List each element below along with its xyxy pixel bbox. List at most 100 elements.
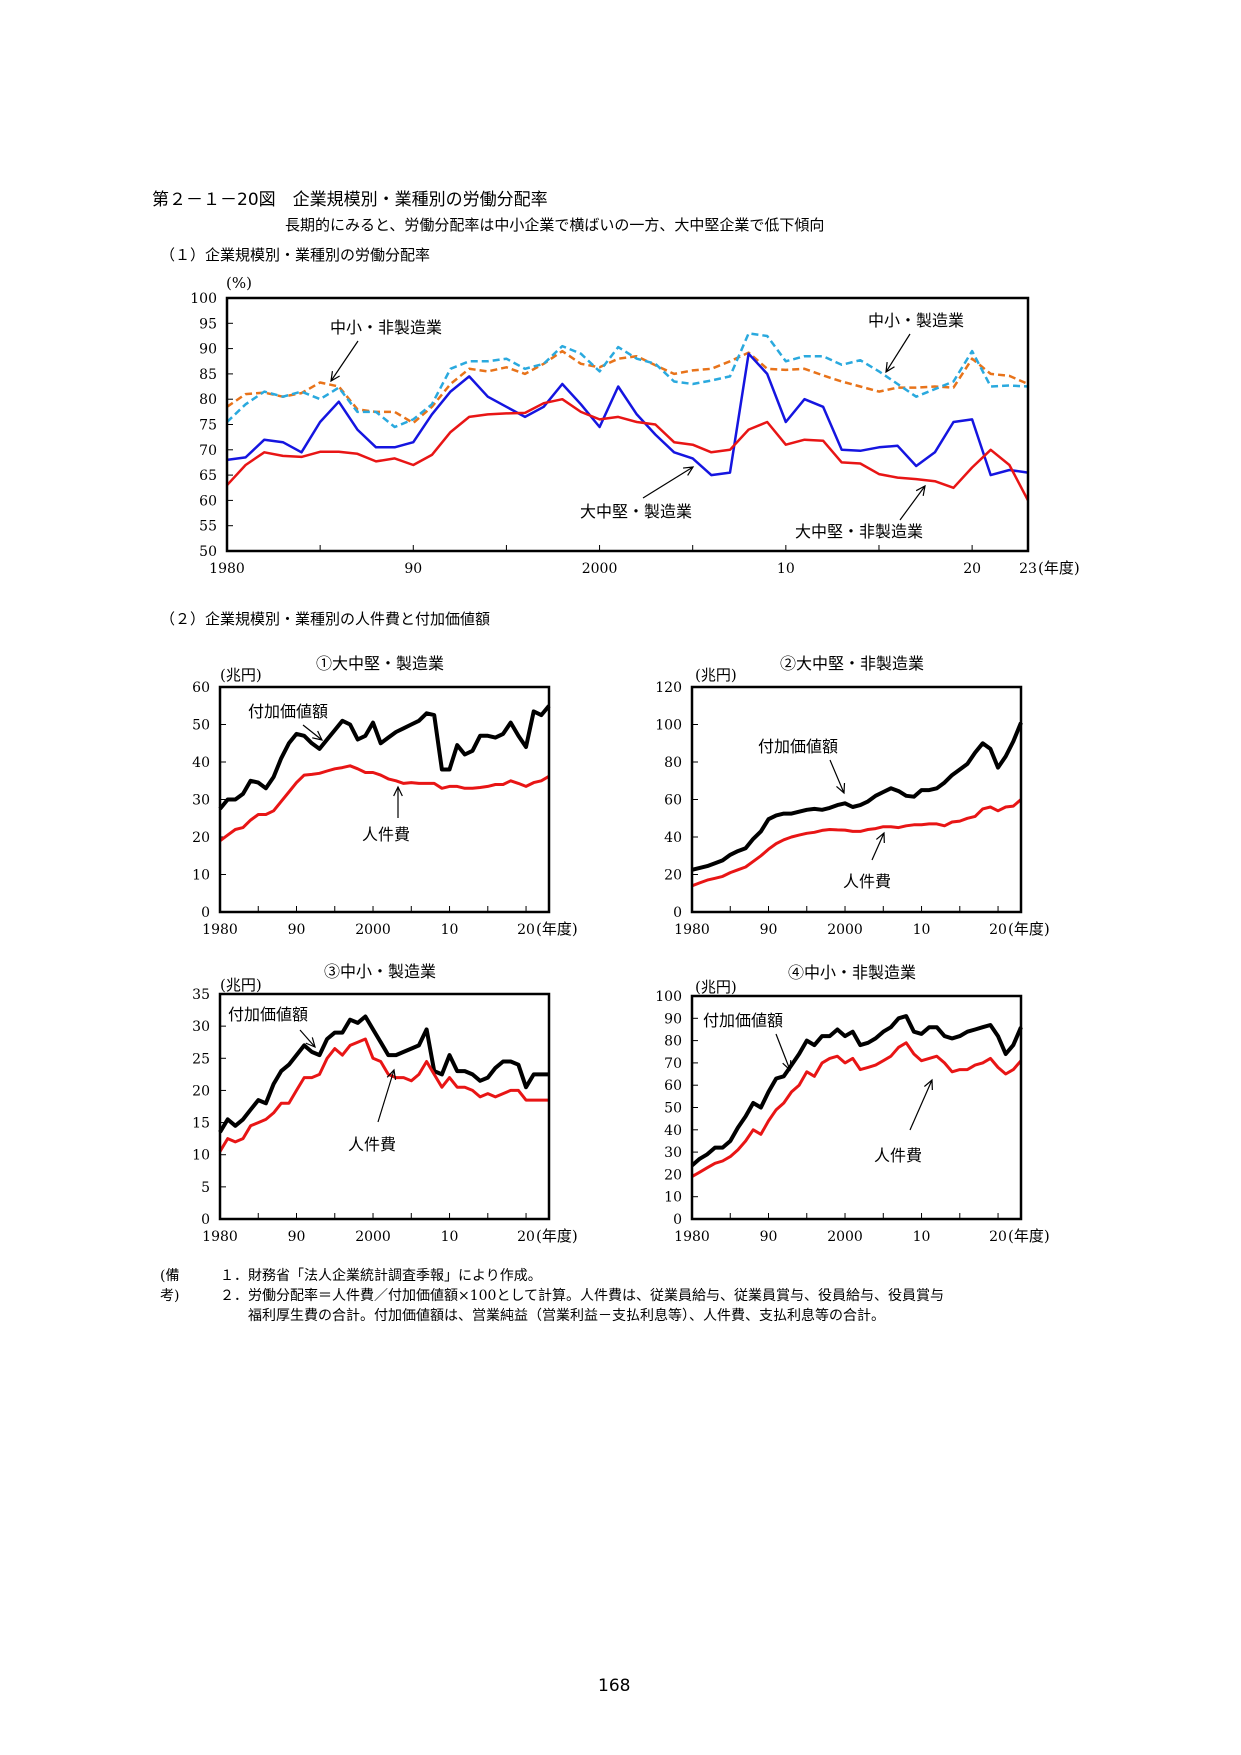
y-tick-label: 50	[664, 1101, 682, 1117]
y-tick-label: 60	[664, 1078, 682, 1094]
annotation-arrow	[909, 1079, 933, 1131]
y-tick-label: 50	[199, 544, 217, 560]
page-number: 168	[598, 1676, 631, 1696]
y-tick-label: 10	[664, 1190, 682, 1206]
y-tick-label: 50	[192, 718, 210, 734]
y-tick-label: 80	[664, 1034, 682, 1050]
y-tick-label: 30	[664, 1145, 682, 1161]
x-axis-unit: (年度)	[1008, 1227, 1050, 1245]
x-tick-label: 2000	[355, 922, 391, 938]
annotation-arrow	[330, 340, 359, 382]
x-tick-label: 2000	[355, 1229, 391, 1245]
plot-frame	[690, 994, 1023, 1221]
x-tick-label: 2000	[827, 922, 863, 938]
annotation-arrowhead	[885, 361, 895, 374]
series-line-2	[218, 1037, 549, 1153]
x-tick-label: 20	[989, 1229, 1007, 1245]
x-tick-label: 2000	[582, 561, 618, 577]
y-tick-label: 60	[192, 680, 210, 696]
chart-title: ④中小・非製造業	[788, 963, 916, 982]
y-tick-label: 10	[192, 868, 210, 884]
x-tick-label: 1980	[202, 1229, 238, 1245]
y-tick-label: 0	[201, 1212, 210, 1228]
y-tick-label: 35	[192, 987, 210, 1003]
annotation-arrow	[871, 832, 885, 861]
note-line-2: ２．労働分配率＝人件費／付加価値額×100として計算。人件費は、従業員給与、従業…	[220, 1288, 945, 1304]
y-tick-label: 90	[199, 342, 217, 358]
x-tick-label: 23	[1019, 561, 1037, 577]
x-tick-label: 10	[441, 922, 459, 938]
note-line-3: 福利厚生費の合計。付加価値額は、営業純益（営業利益－支払利息等）、人件費、支払利…	[220, 1308, 885, 1324]
y-tick-label: 20	[664, 1167, 682, 1183]
x-tick-label: 10	[441, 1229, 459, 1245]
x-tick-label: 20	[517, 1229, 535, 1245]
annotation-label: 付加価値額	[758, 737, 838, 756]
annotation-arrow	[377, 1069, 395, 1123]
y-axis-unit: (兆円)	[220, 976, 262, 994]
annotation-arrow	[885, 333, 911, 373]
y-tick-label: 85	[199, 367, 217, 383]
x-tick-label: 10	[913, 1229, 931, 1245]
x-tick-label: 90	[760, 922, 778, 938]
y-tick-label: 25	[192, 1051, 210, 1067]
x-tick-label: 1980	[674, 1229, 710, 1245]
y-axis-unit: (兆円)	[695, 978, 737, 996]
x-tick-label: 20	[517, 922, 535, 938]
annotation-label: 大中堅・非製造業	[795, 522, 923, 541]
chart-title: ①大中堅・製造業	[316, 654, 444, 673]
annotation-label: 人件費	[843, 872, 891, 891]
y-tick-label: 75	[199, 418, 217, 434]
x-tick-label: 90	[404, 561, 422, 577]
x-tick-label: 90	[760, 1229, 778, 1245]
annotation-label: 大中堅・製造業	[580, 502, 692, 521]
x-axis-unit: (年度)	[1008, 920, 1050, 938]
large-nonmanufacturing-chart: ②大中堅・非製造業 (兆円) 0 20 40 60 80 100 120 1980 90 2000 10…	[655, 654, 1049, 938]
x-axis-unit: (年度)	[536, 920, 578, 938]
annotation-arrow	[299, 1029, 316, 1048]
y-tick-label: 100	[190, 291, 217, 307]
figure-subtitle: 長期的にみると、労働分配率は中小企業で横ばいの一方、大中堅企業で低下傾向	[285, 216, 825, 234]
annotation-arrow	[829, 759, 845, 794]
y-tick-label: 20	[664, 868, 682, 884]
annotation-label: 付加価値額	[228, 1005, 308, 1024]
y-tick-label: 40	[192, 755, 210, 771]
annotation-arrowhead	[305, 1037, 316, 1049]
plot-frame	[218, 685, 551, 914]
x-tick-label: 10	[913, 922, 931, 938]
annotation-label: 付加価値額	[703, 1011, 783, 1030]
plot-frame	[690, 685, 1023, 914]
annotation-label: 付加価値額	[248, 702, 328, 721]
annotation-arrow	[642, 466, 694, 499]
y-axis-unit: (兆円)	[220, 666, 262, 684]
y-tick-label: 20	[192, 830, 210, 846]
annotation-label: 人件費	[874, 1146, 922, 1165]
y-tick-label: 60	[199, 493, 217, 509]
chart-title: ②大中堅・非製造業	[780, 654, 924, 673]
sme-nonmanufacturing-chart: ④中小・非製造業 (兆円) 0 10 20 30 40 50 60 70 80 90 100 1980 90…	[655, 963, 1049, 1245]
y-tick-label: 10	[192, 1148, 210, 1164]
annotation-label: 中小・非製造業	[330, 318, 442, 337]
x-axis-unit: (年度)	[536, 1227, 578, 1245]
y-tick-label: 100	[655, 718, 682, 734]
y-tick-label: 70	[664, 1056, 682, 1072]
annotation-arrowhead	[393, 785, 403, 797]
section2-title: （２）企業規模別・業種別の人件費と付加価値額	[160, 610, 491, 628]
y-tick-label: 80	[664, 755, 682, 771]
y-tick-label: 100	[655, 989, 682, 1005]
chart-title: ③中小・製造業	[324, 962, 436, 981]
y-tick-label: 90	[664, 1011, 682, 1027]
y-tick-label: 120	[655, 680, 682, 696]
x-axis-unit: (年度)	[1038, 559, 1080, 577]
y-tick-label: 40	[664, 830, 682, 846]
y-tick-label: 15	[192, 1116, 210, 1132]
series-line-2	[691, 798, 1022, 888]
y-tick-label: 0	[673, 1212, 682, 1228]
labor-share-chart: (%) 50 55 60 65 70 75 80 85 90 95 100 1980 90 2000 10 20…	[190, 274, 1079, 577]
y-tick-label: 55	[199, 519, 217, 535]
y-tick-label: 0	[673, 905, 682, 921]
series-line-1	[218, 1014, 549, 1134]
annotation-label: 中小・製造業	[868, 311, 964, 330]
